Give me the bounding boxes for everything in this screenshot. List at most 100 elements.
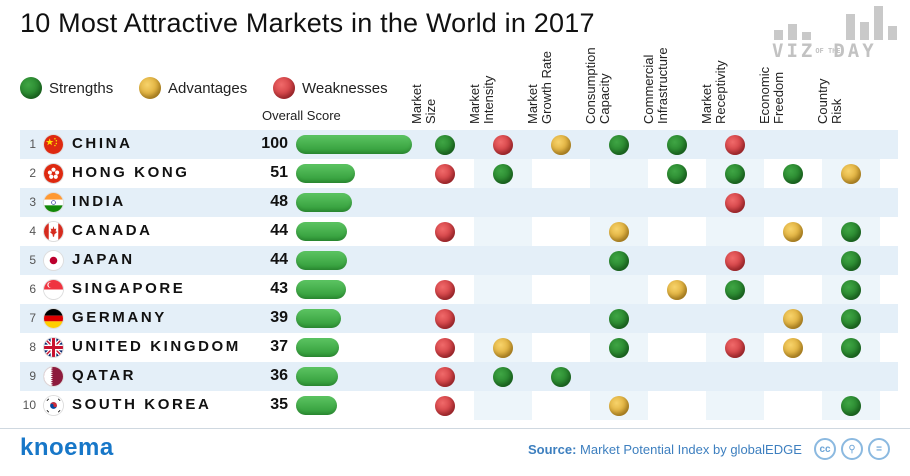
source-label: Source:	[528, 442, 577, 457]
no-derivatives-icon[interactable]: =	[868, 438, 890, 460]
red-indicator	[725, 337, 745, 358]
country-label: CANADA	[72, 222, 153, 239]
green-indicator	[841, 395, 861, 416]
rank-label: 3	[29, 195, 36, 209]
rank-label: 8	[29, 340, 36, 354]
rank-label: 1	[29, 137, 36, 151]
green-indicator	[841, 337, 861, 358]
green-indicator	[841, 279, 861, 300]
footer-divider	[0, 428, 910, 429]
red-indicator	[435, 337, 455, 358]
logo-text: VIZ	[772, 40, 816, 62]
legend-label: Weaknesses	[302, 79, 388, 97]
yellow-indicator	[841, 163, 861, 184]
legend-strengths: Strengths	[20, 76, 113, 100]
column-header-label: Country Risk	[815, 78, 844, 124]
score-bar	[296, 338, 339, 357]
green-indicator	[725, 279, 745, 300]
score-label: 44	[270, 222, 288, 239]
score-bar	[296, 367, 338, 386]
viz-of-the-day-logo: VIZOF THEDAY	[770, 4, 900, 62]
yellow-indicator	[667, 279, 687, 300]
hk-flag-icon	[44, 164, 63, 183]
score-label: 100	[261, 135, 288, 152]
yellow-indicator	[783, 221, 803, 242]
yellow-indicator	[783, 337, 803, 358]
country-label: INDIA	[72, 193, 126, 210]
yellow-circle-icon	[139, 77, 161, 99]
score-label: 51	[270, 164, 288, 181]
green-indicator	[667, 134, 687, 155]
table-row: 8 UNITED KINGDOM 37	[20, 333, 898, 362]
rank-label: 5	[29, 253, 36, 267]
cn-flag-icon	[44, 135, 63, 154]
red-indicator	[725, 250, 745, 271]
column-header-label: Market Growth Rate	[525, 51, 554, 124]
attribution-icon[interactable]: ⚲	[841, 438, 863, 460]
column-header-label: Market Intensity	[467, 75, 496, 124]
green-indicator	[493, 163, 513, 184]
score-label: 43	[270, 280, 288, 297]
overall-score-label: Overall Score	[262, 108, 341, 123]
column-header-label: Consumption Capacity	[583, 47, 612, 124]
green-indicator	[435, 134, 455, 155]
score-bar	[296, 309, 341, 328]
green-circle-icon	[20, 77, 42, 99]
country-label: HONG KONG	[72, 164, 190, 181]
yellow-indicator	[783, 308, 803, 329]
knoema-logo[interactable]: knoema	[20, 434, 114, 461]
red-indicator	[435, 221, 455, 242]
red-indicator	[725, 192, 745, 213]
table-row: 4 CANADA 44	[20, 217, 898, 246]
table-row: 2 HONG KONG 51	[20, 159, 898, 188]
red-indicator	[493, 134, 513, 155]
red-indicator	[435, 279, 455, 300]
red-indicator	[725, 134, 745, 155]
score-bar	[296, 135, 412, 154]
yellow-indicator	[609, 395, 629, 416]
country-label: GERMANY	[72, 309, 167, 326]
green-indicator	[609, 250, 629, 271]
rank-label: 9	[29, 369, 36, 383]
column-header-label: Market Receptivity	[699, 60, 728, 124]
score-label: 36	[270, 367, 288, 384]
green-indicator	[609, 337, 629, 358]
country-label: SOUTH KOREA	[72, 396, 212, 413]
column-header-label: Commercial Infrastructure	[641, 47, 670, 124]
legend-weaknesses: Weaknesses	[273, 76, 388, 100]
table-row: 1 CHINA 100	[20, 130, 898, 159]
score-label: 35	[270, 396, 288, 413]
red-circle-icon	[273, 77, 295, 99]
country-label: SINGAPORE	[72, 280, 186, 297]
rank-label: 4	[29, 224, 36, 238]
score-bar	[296, 164, 355, 183]
score-label: 39	[270, 309, 288, 326]
red-indicator	[435, 395, 455, 416]
table-row: 10 SOUTH KOREA 35	[20, 391, 898, 420]
score-bar	[296, 222, 347, 241]
country-label: CHINA	[72, 135, 133, 152]
rank-label: 2	[29, 166, 36, 180]
gb-flag-icon	[44, 338, 63, 357]
logo-text-2: DAY	[833, 40, 877, 62]
logo-small-text: OF THE	[815, 47, 841, 55]
table-row: 7 GERMANY 39	[20, 304, 898, 333]
score-bar	[296, 251, 347, 270]
legend-advantages: Advantages	[139, 76, 247, 100]
rank-label: 7	[29, 311, 36, 325]
yellow-indicator	[551, 134, 571, 155]
yellow-indicator	[609, 221, 629, 242]
rank-label: 6	[29, 282, 36, 296]
green-indicator	[667, 163, 687, 184]
score-bar	[296, 396, 337, 415]
country-label: UNITED KINGDOM	[72, 338, 241, 355]
logo-bars-icon	[770, 4, 900, 40]
green-indicator	[841, 308, 861, 329]
cc-license-icon[interactable]: cc	[814, 438, 836, 460]
green-indicator	[551, 366, 571, 387]
red-indicator	[435, 308, 455, 329]
red-indicator	[435, 366, 455, 387]
green-indicator	[493, 366, 513, 387]
qa-flag-icon	[44, 367, 63, 386]
red-indicator	[435, 163, 455, 184]
